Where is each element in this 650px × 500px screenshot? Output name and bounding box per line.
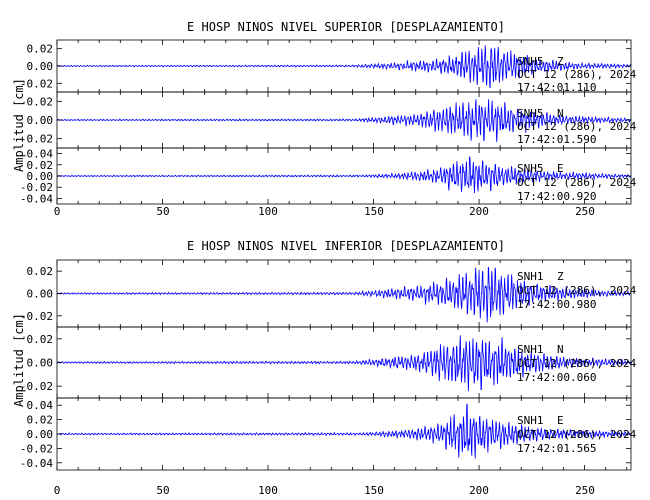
x-tick-label: 150 [364, 205, 384, 218]
y-tick-label: 0.02 [27, 414, 54, 427]
y-tick-label: 0.04 [27, 148, 54, 161]
waveform-trace [56, 403, 632, 459]
time-label: 17:42:01.590 [517, 133, 596, 146]
component-label: N [557, 343, 564, 356]
date-label: OCT 12 (286), 2024 [517, 428, 637, 441]
y-tick-label: 0.04 [27, 399, 54, 412]
upper-figure: E HOSP NINOS NIVEL SUPERIOR [DESPLAZAMIE… [12, 20, 637, 218]
y-tick-label: 0.00 [27, 357, 54, 370]
component-label: Z [557, 270, 564, 283]
y-tick-label: 0.00 [27, 288, 54, 301]
x-tick-label: 50 [156, 484, 169, 497]
lower-panel-z: 0.020.00-0.02 SNH1 Z OCT 12 (286), 2024 … [20, 259, 637, 328]
x-tick-label: 150 [364, 484, 384, 497]
lower-panel-n: 0.020.00-0.02 SNH1 N OCT 12 (286), 2024 … [20, 326, 637, 399]
x-tick-label: 250 [575, 484, 595, 497]
upper-panel-z: 0.020.00-0.02 SNH5 Z OCT 12 (286), 2024 … [20, 39, 637, 94]
upper-chart-title: E HOSP NINOS NIVEL SUPERIOR [DESPLAZAMIE… [187, 20, 505, 34]
x-tick-label: 0 [54, 484, 61, 497]
component-label: E [557, 162, 564, 175]
component-label: E [557, 414, 564, 427]
upper-panel-n: 0.020.00-0.02 SNH5 N OCT 12 (286), 2024 … [20, 91, 637, 149]
lower-x-tick-labels: 0 50 100 150 200 250 [54, 484, 595, 497]
waveform-trace [56, 335, 632, 392]
y-tick-label: 0.00 [27, 428, 54, 441]
upper-panel-e: 0.040.020.00-0.02-0.04 SNH5 E OCT 12 (28… [20, 147, 637, 205]
y-tick-label: 0.00 [27, 60, 54, 73]
date-label: OCT 12 (286), 2024 [517, 176, 637, 189]
lower-chart-title: E HOSP NINOS NIVEL INFERIOR [DESPLAZAMIE… [187, 239, 505, 253]
x-tick-label: 200 [469, 205, 489, 218]
date-label: OCT 12 (286), 2024 [517, 284, 637, 297]
station-label: SNH1 [517, 343, 544, 356]
y-tick-label: -0.02 [20, 380, 53, 393]
y-tick-label: -0.04 [20, 457, 53, 470]
x-tick-label: 0 [54, 205, 61, 218]
y-tick-label: 0.00 [27, 114, 54, 127]
component-label: N [557, 107, 564, 120]
date-label: OCT 12 (286), 2024 [517, 68, 637, 81]
lower-y-axis-label: Amplitud [cm] [12, 313, 26, 407]
station-label: SNH5 [517, 55, 544, 68]
y-tick-label: -0.02 [20, 442, 53, 455]
upper-x-tick-labels: 0 50 100 150 200 250 [54, 205, 595, 218]
time-label: 17:42:01.565 [517, 442, 596, 455]
date-label: OCT 12 (286), 2024 [517, 120, 637, 133]
component-label: Z [557, 55, 564, 68]
lower-panel-e: 0.04 0.020.00-0.02 -0.04 SNH1 E OCT 12 (28… [20, 397, 637, 471]
upper-y-axis-label: Amplitud [cm] [12, 78, 26, 172]
x-tick-label: 100 [258, 205, 278, 218]
y-tick-label: -0.04 [20, 192, 53, 205]
time-label: 17:42:01.110 [517, 81, 596, 94]
station-label: SNH5 [517, 107, 544, 120]
station-label: SNH1 [517, 414, 544, 427]
date-label: OCT 12 (286), 2024 [517, 357, 637, 370]
y-tick-label: -0.02 [20, 310, 53, 323]
waveform-trace [56, 266, 632, 323]
x-tick-label: 250 [575, 205, 595, 218]
time-label: 17:42:00.060 [517, 371, 596, 384]
waveform-trace [56, 45, 632, 88]
waveform-trace [56, 99, 632, 142]
y-tick-label: -0.02 [20, 133, 53, 146]
y-tick-label: 0.02 [27, 43, 54, 56]
y-tick-label: 0.02 [27, 95, 54, 108]
station-label: SNH5 [517, 162, 544, 175]
x-tick-label: 50 [156, 205, 169, 218]
y-tick-label: 0.02 [27, 159, 54, 172]
y-tick-label: -0.02 [20, 181, 53, 194]
y-tick-label: 0.00 [27, 170, 54, 183]
time-label: 17:42:00.920 [517, 190, 596, 203]
y-tick-label: 0.02 [27, 333, 54, 346]
y-tick-label: -0.02 [20, 77, 53, 90]
x-tick-label: 100 [258, 484, 278, 497]
station-label: SNH1 [517, 270, 544, 283]
time-label: 17:42:00.980 [517, 298, 596, 311]
x-tick-label: 200 [469, 484, 489, 497]
lower-figure: E HOSP NINOS NIVEL INFERIOR [DESPLAZAMIE… [12, 239, 637, 497]
waveform-trace [56, 156, 632, 194]
y-tick-label: 0.02 [27, 265, 54, 278]
